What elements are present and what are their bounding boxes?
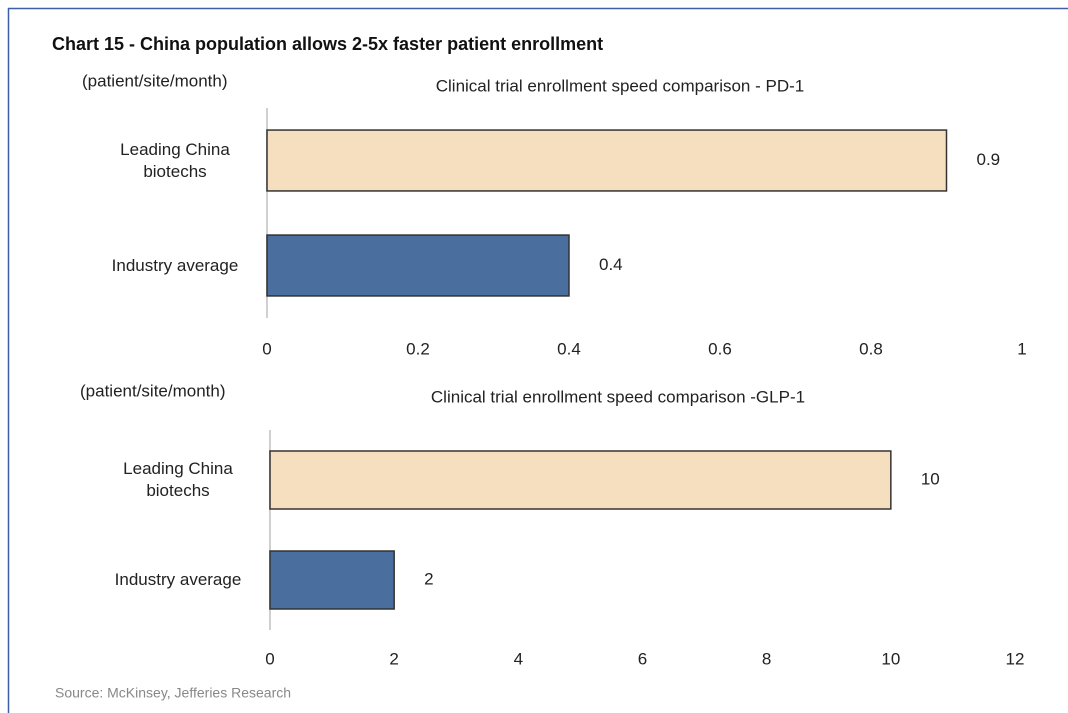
x-tick-label: 0 — [265, 649, 274, 668]
source: Source: McKinsey, Jefferies Research — [55, 685, 291, 701]
x-tick-label: 12 — [1006, 649, 1025, 668]
x-tick-label: 0.2 — [406, 339, 430, 358]
x-tick-label: 0.4 — [557, 339, 581, 358]
x-tick-label: 1 — [1017, 339, 1026, 358]
category-label: Leading China biotechs — [120, 139, 230, 181]
chart-subtitle: Clinical trial enrollment speed comparis… — [436, 76, 804, 95]
value-label: 0.9 — [977, 150, 1001, 169]
value-label: 0.4 — [599, 255, 623, 274]
x-tick-label: 2 — [389, 649, 398, 668]
x-tick-label: 0.8 — [859, 339, 883, 358]
bar — [266, 234, 570, 297]
chart-subtitle: Clinical trial enrollment speed comparis… — [431, 387, 805, 406]
value-label: 2 — [424, 569, 433, 588]
category-label: Leading China biotechs — [123, 459, 233, 500]
x-tick-label: 0.6 — [708, 339, 732, 358]
x-tick-label: 6 — [638, 649, 647, 668]
bar — [269, 550, 395, 610]
category-label: Industry average — [114, 570, 242, 589]
value-label: 10 — [921, 469, 940, 488]
category-label: Industry average — [111, 255, 239, 275]
page-title: Chart 15 - China population allows 2-5x … — [52, 34, 603, 54]
x-tick-label: 4 — [514, 649, 523, 668]
x-tick-label: 8 — [762, 649, 771, 668]
bar — [269, 450, 892, 510]
x-tick-label: 0 — [262, 339, 271, 358]
axis-label: (patient/site/month) — [80, 381, 226, 400]
axis-label: (patient/site/month) — [82, 71, 228, 90]
x-tick-label: 10 — [881, 649, 900, 668]
bar — [266, 129, 948, 192]
